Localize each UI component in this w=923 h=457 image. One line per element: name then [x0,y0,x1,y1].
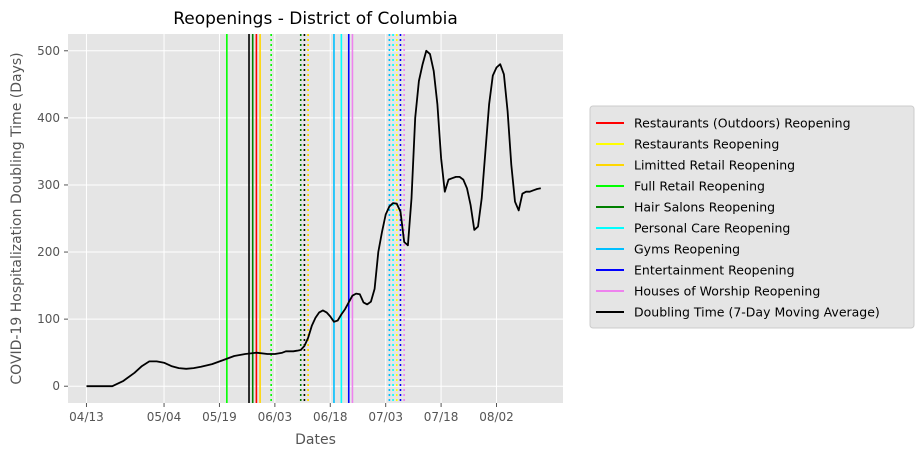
y-tick-label: 0 [52,379,60,393]
chart-title: Reopenings - District of Columbia [173,9,458,29]
series [86,49,541,388]
y-tick-label: 200 [37,245,60,259]
legend-entry: Hair Salons Reopening [634,200,775,215]
y-tick-label: 300 [37,178,60,192]
x-tick-label: 06/03 [258,410,293,424]
x-tick-label: 06/18 [313,410,348,424]
x-tick-label: 05/19 [202,410,237,424]
x-tick-label: 08/02 [479,410,514,424]
x-tick-label: 04/13 [69,410,104,424]
y-tick-label: 400 [37,111,60,125]
legend-entry: Restaurants (Outdoors) Reopening [634,116,851,131]
legend: Restaurants (Outdoors) Reopening Restaura… [589,105,915,329]
legend-entry: Restaurants Reopening [634,137,779,152]
y-tick-label: 500 [37,44,60,58]
legend-entry: Houses of Worship Reopening [634,284,820,299]
legend-entry: Full Retail Reopening [634,179,765,194]
legend-entry: Limitted Retail Reopening [634,158,795,173]
y-axis-label: COVID-19 Hospitalization Doubling Time (… [9,52,25,384]
reopening-lines [226,34,405,403]
y-ticks: 0 100 200 300 400 500 [37,44,68,393]
plot-area [68,34,563,403]
x-tick-label: 07/03 [368,410,403,424]
series-line-doubling-time [86,49,541,388]
x-axis-label: Dates [295,432,336,448]
legend-entry: Personal Care Reopening [634,221,790,236]
legend-box [589,105,915,329]
x-ticks: 04/13 05/04 05/19 06/03 06/18 07/03 07/18 08/02 [69,403,514,424]
x-tick-label: 05/04 [147,410,182,424]
legend-entry: Gyms Reopening [634,242,740,257]
x-tick-label: 07/18 [424,410,459,424]
legend-entry: Doubling Time (7-Day Moving Average) [634,305,880,320]
legend-entry: Entertainment Reopening [634,263,795,278]
y-tick-label: 100 [37,312,60,326]
